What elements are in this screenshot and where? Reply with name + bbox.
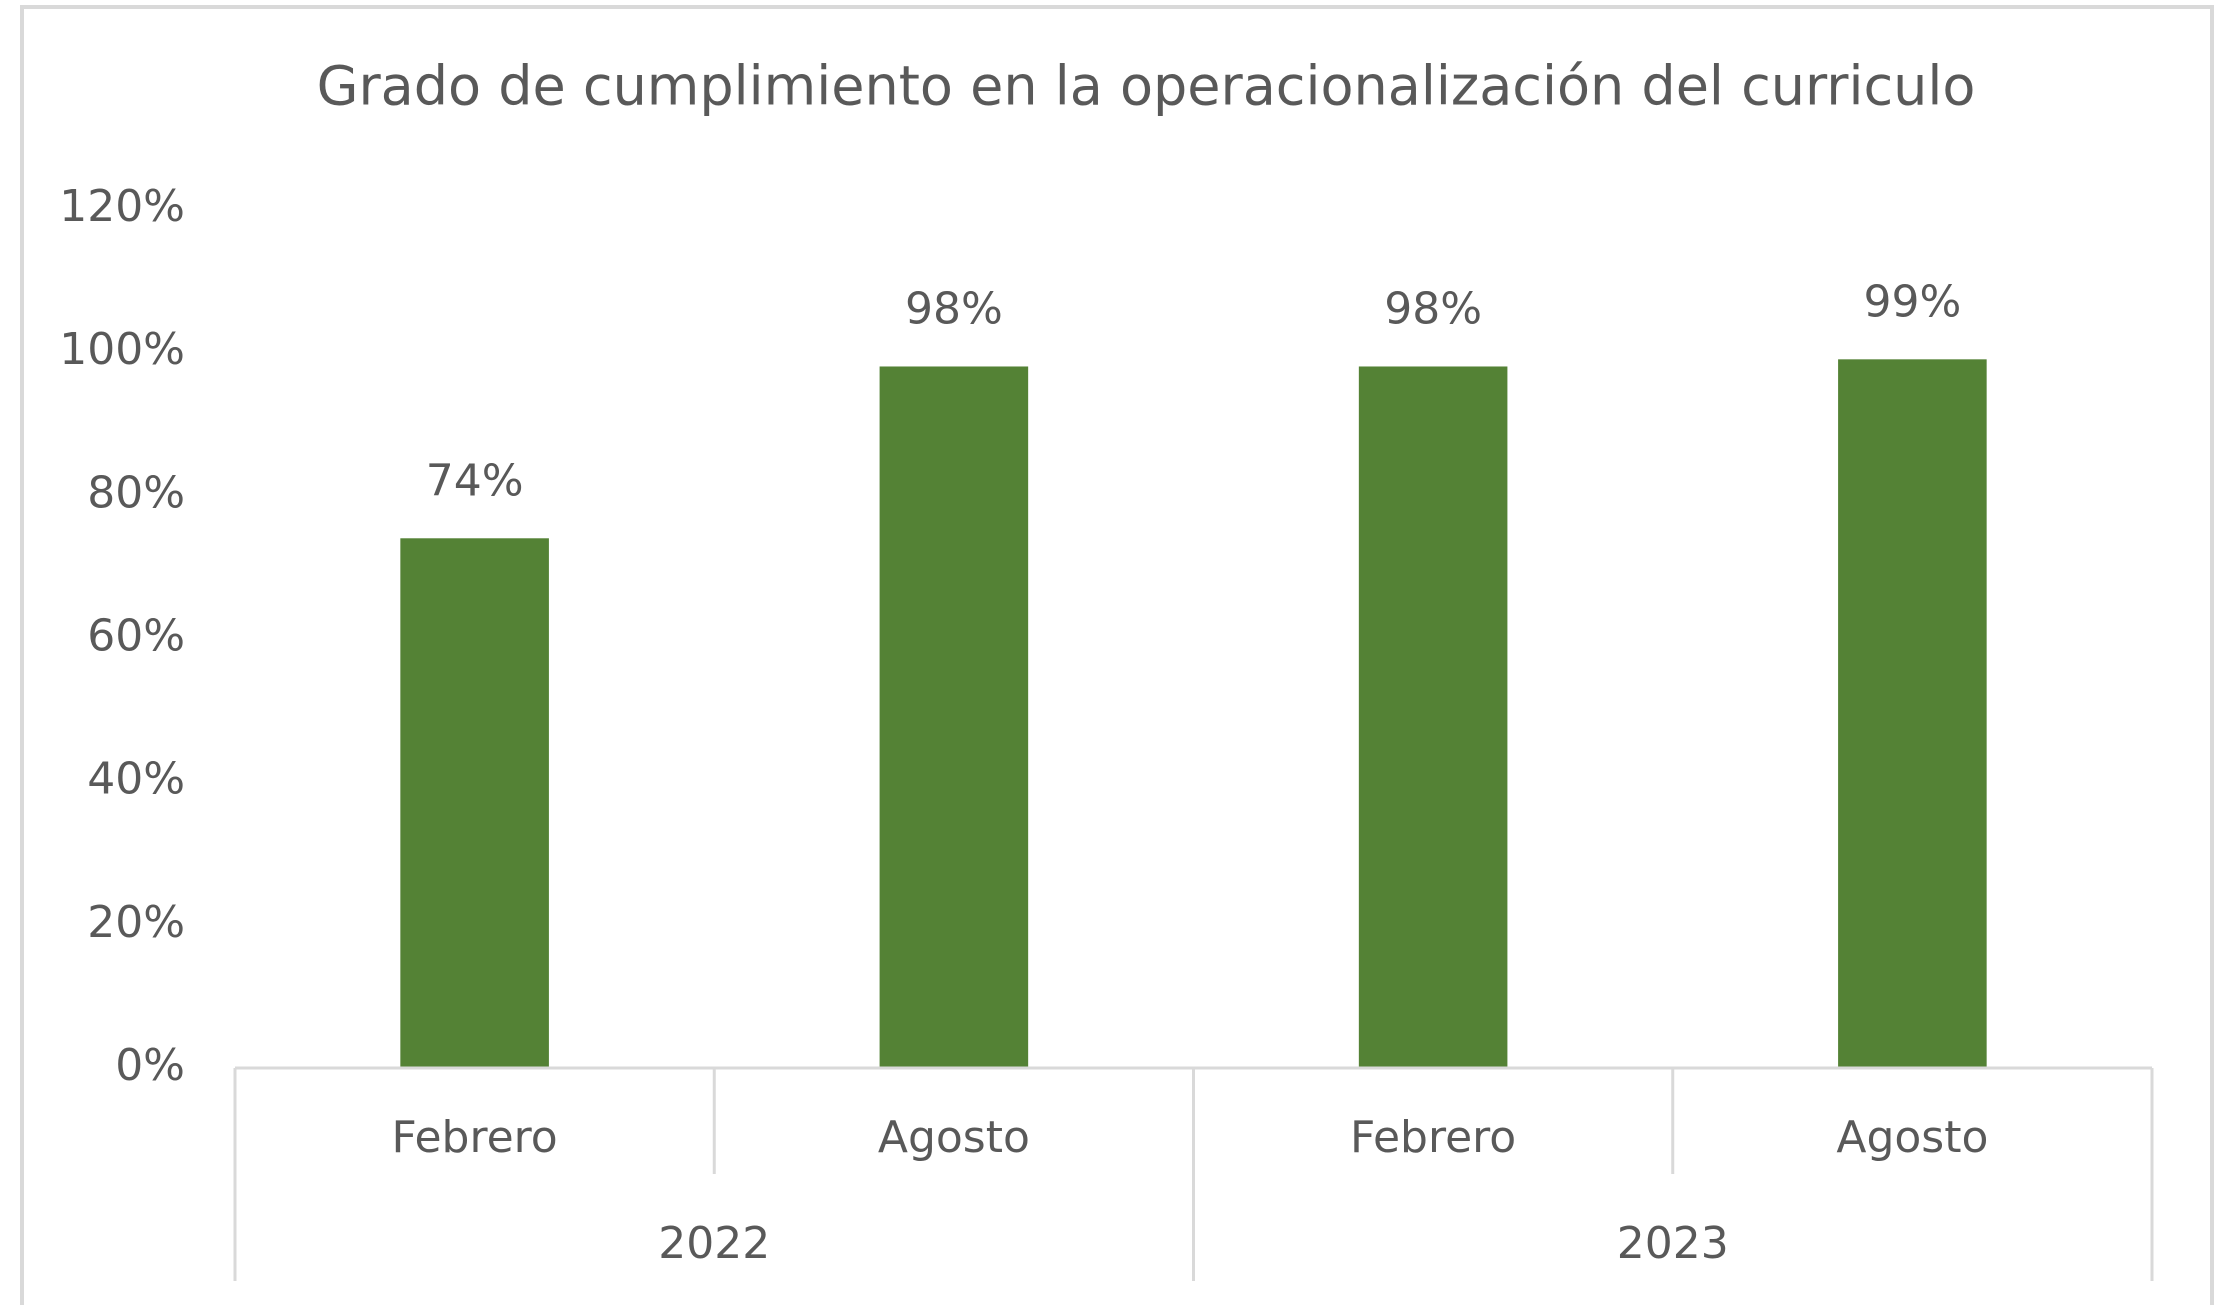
x-tick-label: Febrero	[1350, 1112, 1516, 1163]
data-label: 74%	[426, 455, 524, 506]
data-label: 98%	[905, 283, 1003, 334]
group-label: 2023	[1617, 1218, 1729, 1269]
y-tick-label: 60%	[87, 611, 185, 662]
y-tick-label: 40%	[87, 754, 185, 805]
data-label: 99%	[1863, 276, 1961, 327]
x-tick-label: Febrero	[392, 1112, 558, 1163]
bar	[1838, 359, 1987, 1068]
group-label: 2022	[658, 1218, 770, 1269]
chart-title: Grado de cumplimiento en la operacionali…	[317, 55, 1976, 118]
data-label: 98%	[1384, 283, 1482, 334]
bar	[1358, 366, 1508, 1068]
bar	[879, 366, 1029, 1068]
x-tick-label: Agosto	[1836, 1112, 1988, 1163]
y-tick-label: 100%	[59, 324, 185, 375]
y-tick-label: 0%	[115, 1040, 185, 1091]
y-tick-label: 80%	[87, 467, 185, 518]
bar	[400, 538, 549, 1068]
y-tick-label: 120%	[59, 181, 185, 232]
x-tick-label: Agosto	[878, 1112, 1030, 1163]
y-tick-label: 20%	[87, 897, 185, 948]
